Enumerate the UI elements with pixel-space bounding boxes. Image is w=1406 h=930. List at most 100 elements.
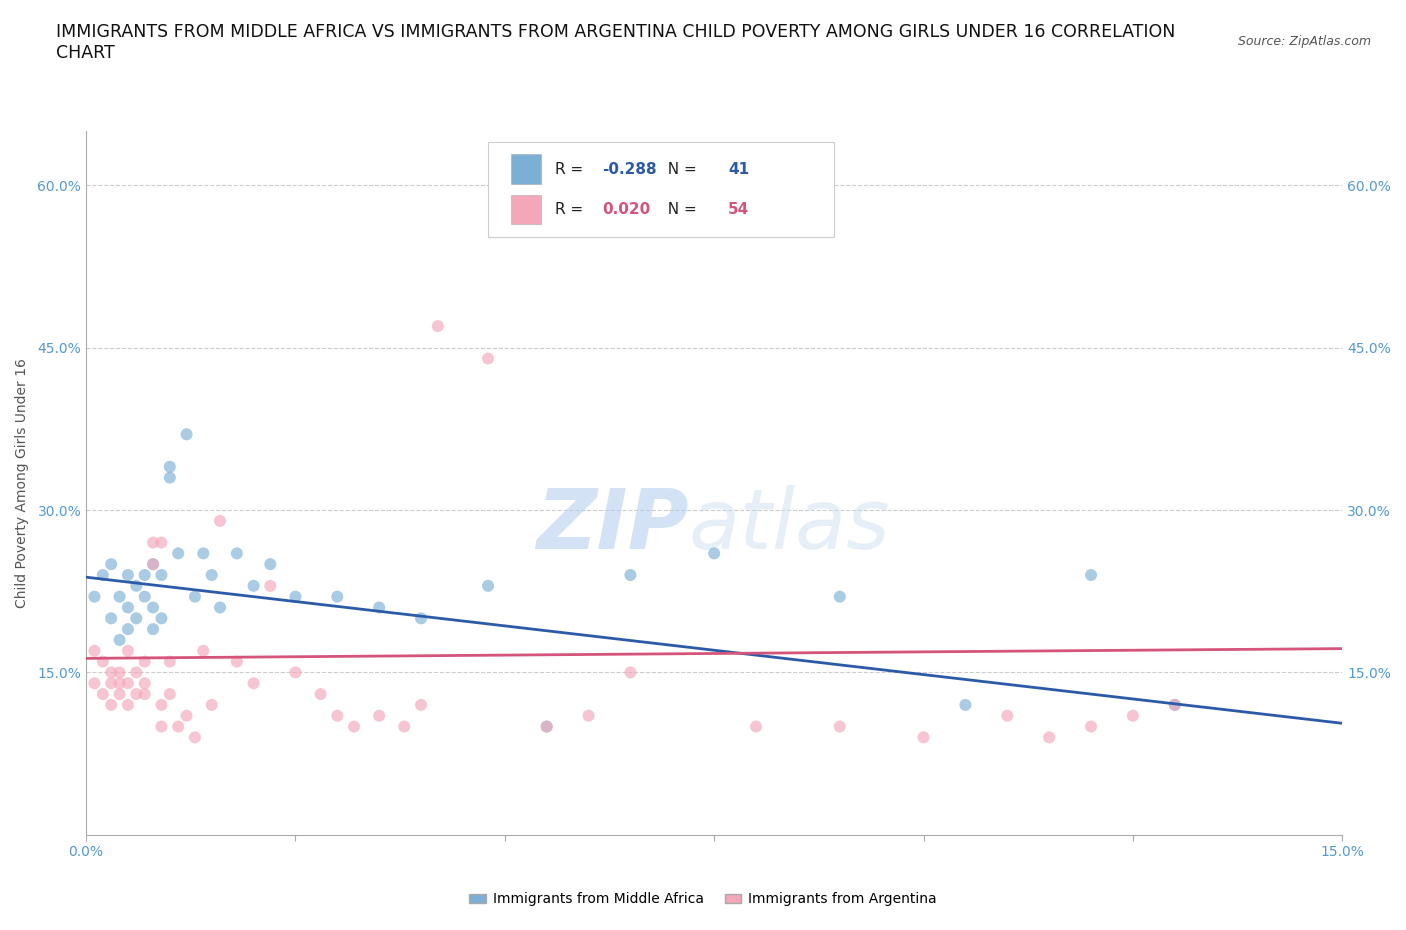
- Point: [426, 319, 449, 334]
- Point: [259, 578, 281, 593]
- Point: [309, 686, 332, 701]
- Point: [167, 546, 190, 561]
- Point: [150, 719, 173, 734]
- Point: [159, 686, 181, 701]
- Point: [142, 600, 165, 615]
- FancyBboxPatch shape: [488, 141, 834, 237]
- Point: [100, 665, 122, 680]
- Point: [108, 632, 131, 647]
- Y-axis label: Child Poverty Among Girls Under 16: Child Poverty Among Girls Under 16: [15, 358, 30, 608]
- Text: IMMIGRANTS FROM MIDDLE AFRICA VS IMMIGRANTS FROM ARGENTINA CHILD POVERTY AMONG G: IMMIGRANTS FROM MIDDLE AFRICA VS IMMIGRA…: [56, 23, 1175, 62]
- Point: [184, 730, 207, 745]
- Point: [242, 578, 264, 593]
- Point: [1038, 730, 1060, 745]
- Point: [91, 654, 114, 669]
- Point: [209, 513, 232, 528]
- Point: [326, 709, 349, 724]
- Point: [619, 567, 641, 582]
- Text: 54: 54: [728, 202, 749, 217]
- Text: ZIP: ZIP: [537, 485, 689, 565]
- Point: [134, 676, 156, 691]
- Point: [142, 621, 165, 636]
- Point: [326, 590, 349, 604]
- Point: [150, 535, 173, 550]
- Point: [259, 557, 281, 572]
- Point: [100, 676, 122, 691]
- Text: -0.288: -0.288: [602, 162, 657, 177]
- FancyBboxPatch shape: [510, 154, 541, 184]
- Point: [242, 676, 264, 691]
- Point: [912, 730, 935, 745]
- Point: [955, 698, 977, 712]
- Point: [394, 719, 416, 734]
- Text: 0.020: 0.020: [602, 202, 651, 217]
- Point: [209, 600, 232, 615]
- Point: [100, 611, 122, 626]
- Point: [142, 535, 165, 550]
- Point: [745, 719, 768, 734]
- Text: R =: R =: [554, 202, 588, 217]
- Point: [91, 567, 114, 582]
- Point: [536, 719, 558, 734]
- Point: [125, 686, 148, 701]
- Text: R =: R =: [554, 162, 588, 177]
- Point: [176, 709, 198, 724]
- Point: [176, 427, 198, 442]
- Point: [184, 590, 207, 604]
- Point: [409, 698, 432, 712]
- Point: [828, 590, 851, 604]
- Point: [134, 654, 156, 669]
- Point: [150, 567, 173, 582]
- Point: [134, 567, 156, 582]
- Point: [193, 546, 215, 561]
- Point: [368, 709, 391, 724]
- Point: [100, 698, 122, 712]
- Point: [134, 590, 156, 604]
- Point: [1164, 698, 1187, 712]
- Point: [225, 654, 247, 669]
- Point: [167, 719, 190, 734]
- Point: [125, 665, 148, 680]
- Legend: Immigrants from Middle Africa, Immigrants from Argentina: Immigrants from Middle Africa, Immigrant…: [464, 887, 942, 912]
- Point: [368, 600, 391, 615]
- Text: N =: N =: [658, 162, 702, 177]
- Point: [117, 698, 139, 712]
- Point: [150, 611, 173, 626]
- Point: [828, 719, 851, 734]
- Point: [1164, 698, 1187, 712]
- Point: [159, 471, 181, 485]
- Point: [995, 709, 1018, 724]
- Point: [142, 557, 165, 572]
- Point: [1122, 709, 1144, 724]
- Point: [159, 654, 181, 669]
- Point: [536, 719, 558, 734]
- Point: [150, 698, 173, 712]
- FancyBboxPatch shape: [510, 194, 541, 224]
- Point: [1080, 719, 1102, 734]
- Point: [159, 459, 181, 474]
- Point: [477, 578, 499, 593]
- Point: [108, 686, 131, 701]
- Text: N =: N =: [658, 202, 702, 217]
- Text: Source: ZipAtlas.com: Source: ZipAtlas.com: [1237, 35, 1371, 48]
- Point: [117, 600, 139, 615]
- Point: [117, 621, 139, 636]
- Point: [125, 611, 148, 626]
- Point: [83, 644, 105, 658]
- Text: 41: 41: [728, 162, 749, 177]
- Point: [703, 546, 725, 561]
- Point: [83, 676, 105, 691]
- Point: [108, 590, 131, 604]
- Point: [117, 567, 139, 582]
- Point: [284, 590, 307, 604]
- Point: [108, 665, 131, 680]
- Point: [134, 686, 156, 701]
- Point: [142, 557, 165, 572]
- Point: [201, 698, 224, 712]
- Point: [409, 611, 432, 626]
- Point: [125, 578, 148, 593]
- Point: [91, 686, 114, 701]
- Point: [100, 557, 122, 572]
- Point: [619, 665, 641, 680]
- Point: [578, 709, 600, 724]
